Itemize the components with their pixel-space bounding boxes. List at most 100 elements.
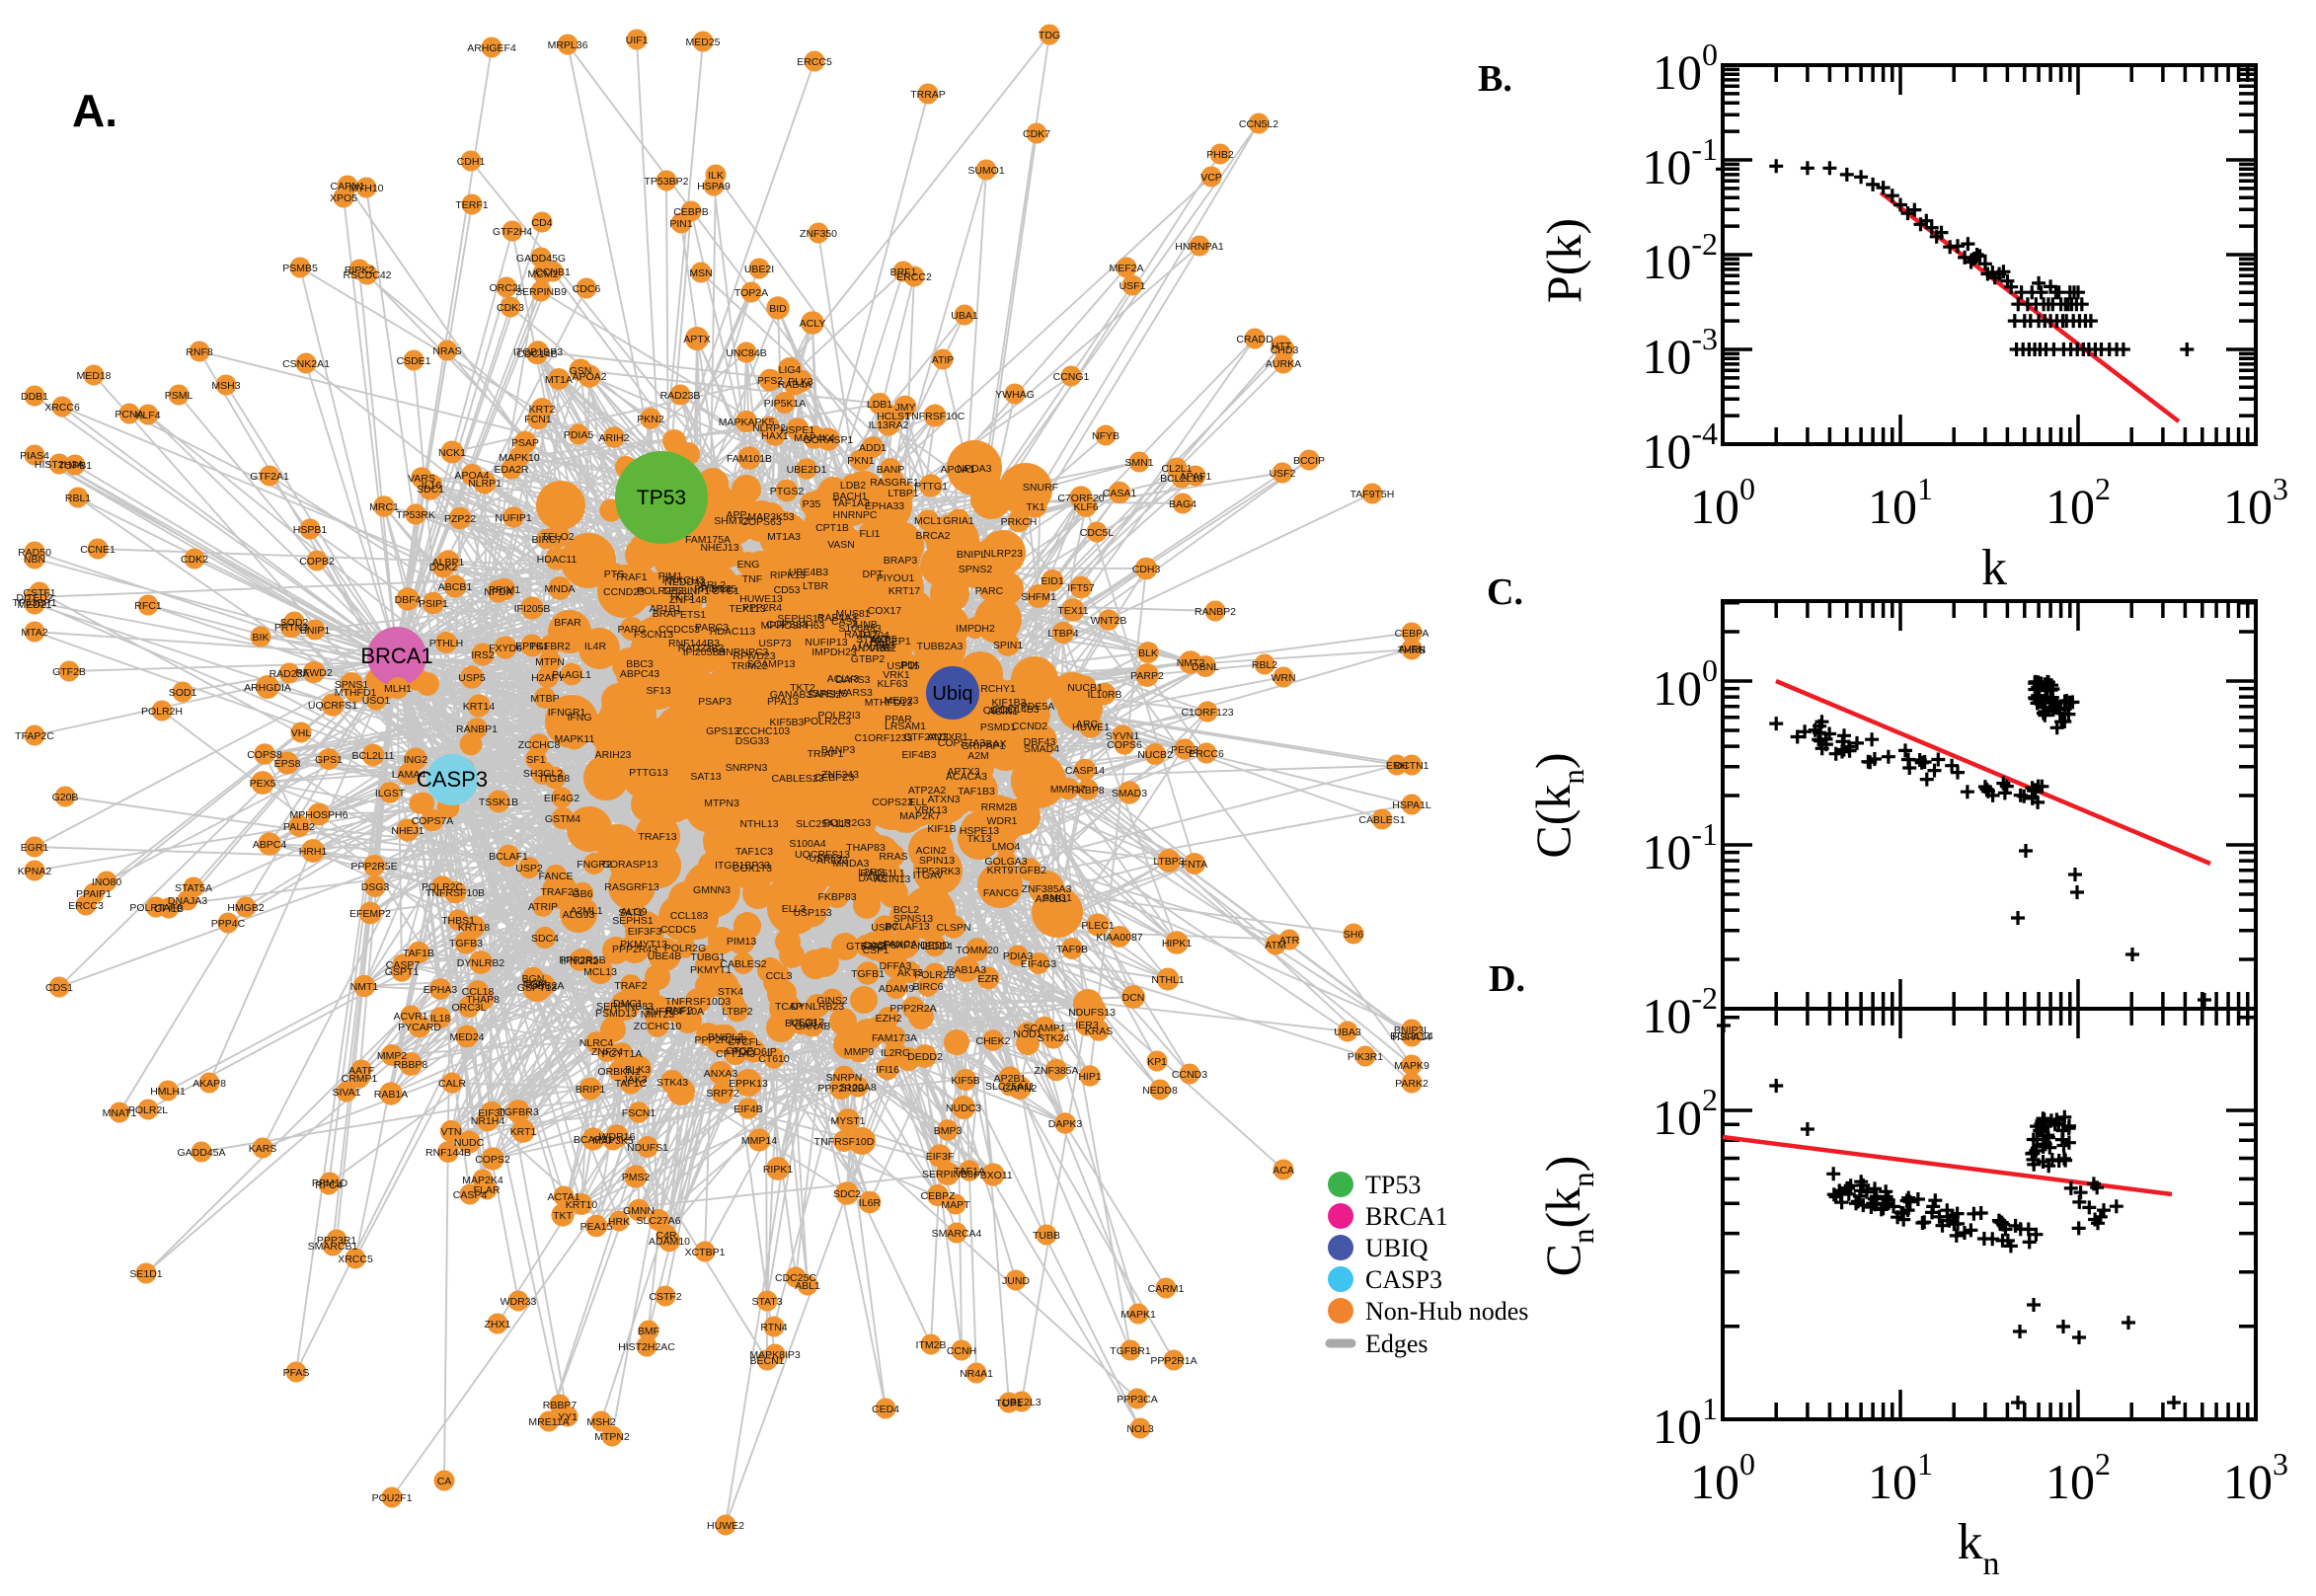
svg-text:VRK1: VRK1 bbox=[883, 669, 910, 681]
svg-text:BNIPL3: BNIPL3 bbox=[708, 1031, 743, 1043]
svg-text:FNTA: FNTA bbox=[1182, 859, 1208, 871]
svg-text:IRS2: IRS2 bbox=[471, 649, 495, 661]
svg-text:SPNS2: SPNS2 bbox=[959, 564, 993, 575]
svg-text:RANBP2: RANBP2 bbox=[1195, 606, 1236, 618]
svg-text:DBNL: DBNL bbox=[1192, 661, 1219, 673]
svg-text:SEPHS1: SEPHS1 bbox=[612, 915, 654, 927]
svg-text:PIN1: PIN1 bbox=[669, 218, 693, 230]
svg-text:FCN1: FCN1 bbox=[524, 414, 552, 425]
svg-text:CL2L1: CL2L1 bbox=[1162, 463, 1193, 475]
svg-text:SPNS1: SPNS1 bbox=[335, 679, 369, 691]
svg-text:KRT1: KRT1 bbox=[510, 1126, 537, 1138]
svg-text:BMF: BMF bbox=[638, 1326, 659, 1337]
svg-text:TEX113: TEX113 bbox=[729, 603, 765, 615]
svg-text:ALG93: ALG93 bbox=[563, 909, 595, 921]
svg-text:ZNF243: ZNF243 bbox=[821, 769, 859, 781]
svg-text:LMO4: LMO4 bbox=[992, 841, 1021, 853]
svg-text:NOD1: NOD1 bbox=[1013, 1028, 1042, 1040]
svg-text:IFI205B3: IFI205B3 bbox=[683, 646, 726, 658]
svg-text:PEG3: PEG3 bbox=[1171, 744, 1198, 756]
svg-text:SHFM1: SHFM1 bbox=[1021, 591, 1056, 603]
svg-text:NTHL13: NTHL13 bbox=[739, 818, 778, 830]
svg-text:COPS7A3: COPS7A3 bbox=[938, 737, 986, 749]
svg-text:PARK2: PARK2 bbox=[1395, 1078, 1428, 1090]
svg-text:FAM101B: FAM101B bbox=[727, 453, 772, 465]
svg-text:DPT: DPT bbox=[863, 569, 885, 580]
svg-text:CDK3: CDK3 bbox=[497, 302, 524, 314]
svg-text:ABPC4: ABPC4 bbox=[253, 839, 287, 851]
svg-text:CCDC53: CCDC53 bbox=[658, 624, 700, 636]
svg-text:HMGB2: HMGB2 bbox=[227, 902, 265, 914]
svg-text:JMY: JMY bbox=[895, 402, 916, 414]
svg-text:KIF1B3: KIF1B3 bbox=[991, 697, 1026, 709]
svg-text:ITGAV: ITGAV bbox=[913, 870, 944, 881]
svg-text:TEX11: TEX11 bbox=[1057, 605, 1088, 617]
svg-text:PTTG13: PTTG13 bbox=[629, 767, 668, 779]
svg-text:MAP2K4: MAP2K4 bbox=[462, 1175, 503, 1186]
svg-text:MTPN3: MTPN3 bbox=[704, 798, 739, 809]
svg-text:DSG33: DSG33 bbox=[735, 735, 770, 747]
svg-text:HNRNPC: HNRNPC bbox=[833, 509, 878, 521]
svg-text:PSIP1: PSIP1 bbox=[419, 598, 448, 610]
svg-text:CABLES2: CABLES2 bbox=[720, 958, 766, 970]
svg-text:ELL: ELL bbox=[909, 797, 928, 808]
svg-text:RFWD23: RFWD23 bbox=[733, 650, 775, 662]
svg-text:TGFBR1: TGFBR1 bbox=[1110, 1345, 1151, 1357]
svg-text:DSG3: DSG3 bbox=[361, 881, 390, 893]
svg-text:L2RG: L2RG bbox=[858, 867, 885, 878]
svg-text:PTS: PTS bbox=[604, 569, 624, 580]
svg-text:APP: APP bbox=[726, 509, 746, 521]
svg-text:CDC14B3: CDC14B3 bbox=[992, 704, 1039, 716]
svg-text:ZNF385A3: ZNF385A3 bbox=[1022, 883, 1072, 895]
svg-text:IMPDH23: IMPDH23 bbox=[811, 646, 857, 658]
svg-text:HAX1: HAX1 bbox=[761, 430, 789, 442]
svg-text:PSML: PSML bbox=[165, 390, 193, 402]
svg-text:FAM175A: FAM175A bbox=[685, 534, 731, 546]
svg-text:TGFBR3: TGFBR3 bbox=[498, 1106, 539, 1118]
svg-text:YWHAG: YWHAG bbox=[995, 389, 1035, 401]
svg-text:NUDC: NUDC bbox=[454, 1137, 485, 1149]
svg-text:GSTM4: GSTM4 bbox=[545, 813, 580, 825]
svg-text:NUDC3: NUDC3 bbox=[946, 1102, 981, 1114]
svg-text:BIRC7: BIRC7 bbox=[532, 534, 563, 546]
svg-text:RFWD2: RFWD2 bbox=[295, 667, 332, 679]
svg-text:S100A4: S100A4 bbox=[789, 838, 826, 850]
svg-text:NHEJ1: NHEJ1 bbox=[391, 825, 424, 837]
svg-text:KRT2: KRT2 bbox=[529, 404, 556, 416]
svg-text:ARHGEF4: ARHGEF4 bbox=[467, 42, 516, 54]
svg-text:SOD2: SOD2 bbox=[280, 617, 309, 629]
svg-text:BECN1: BECN1 bbox=[749, 1355, 784, 1367]
svg-text:TKT3: TKT3 bbox=[668, 591, 694, 603]
svg-text:ERCC2: ERCC2 bbox=[896, 271, 932, 283]
svg-text:USP5: USP5 bbox=[458, 672, 486, 684]
svg-text:UBIQ: UBIQ bbox=[1365, 1234, 1428, 1262]
svg-text:POLR2G: POLR2G bbox=[664, 943, 707, 954]
svg-text:BCLAF1: BCLAF1 bbox=[489, 851, 528, 863]
svg-text:MNDA: MNDA bbox=[545, 583, 576, 595]
svg-text:HIST2H2AC: HIST2H2AC bbox=[618, 1341, 675, 1353]
svg-text:C1ORF1233: C1ORF1233 bbox=[855, 732, 913, 744]
svg-text:EIF4B3: EIF4B3 bbox=[901, 749, 936, 761]
svg-text:VTN: VTN bbox=[441, 1126, 462, 1138]
svg-text:PHB2: PHB2 bbox=[1206, 149, 1234, 161]
svg-text:TNFRSF10C: TNFRSF10C bbox=[905, 411, 965, 422]
svg-text:EID1: EID1 bbox=[1041, 575, 1064, 587]
svg-text:P(k): P(k) bbox=[1536, 218, 1591, 303]
svg-text:ABL1: ABL1 bbox=[795, 1280, 820, 1292]
svg-text:SNRPN3: SNRPN3 bbox=[726, 762, 768, 774]
svg-text:POLR2B: POLR2B bbox=[914, 969, 955, 981]
svg-text:HSPB1: HSPB1 bbox=[293, 524, 328, 536]
svg-text:CDK2: CDK2 bbox=[181, 554, 208, 566]
svg-text:MAPT: MAPT bbox=[941, 1199, 970, 1211]
svg-text:RASGRF1: RASGRF1 bbox=[870, 477, 919, 489]
svg-text:PRKCH: PRKCH bbox=[1001, 516, 1038, 528]
svg-text:SF1: SF1 bbox=[526, 754, 545, 766]
svg-text:SPEHS: SPEHS bbox=[812, 688, 848, 700]
svg-text:CCNH: CCNH bbox=[947, 1345, 976, 1357]
svg-text:DMC1: DMC1 bbox=[613, 998, 643, 1010]
svg-text:BLK3: BLK3 bbox=[625, 1064, 651, 1076]
svg-text:NLRP1: NLRP1 bbox=[468, 478, 502, 490]
svg-text:CRADD: CRADD bbox=[1236, 334, 1274, 345]
svg-text:USP15: USP15 bbox=[887, 660, 919, 672]
svg-text:MMP17: MMP17 bbox=[1050, 784, 1086, 796]
